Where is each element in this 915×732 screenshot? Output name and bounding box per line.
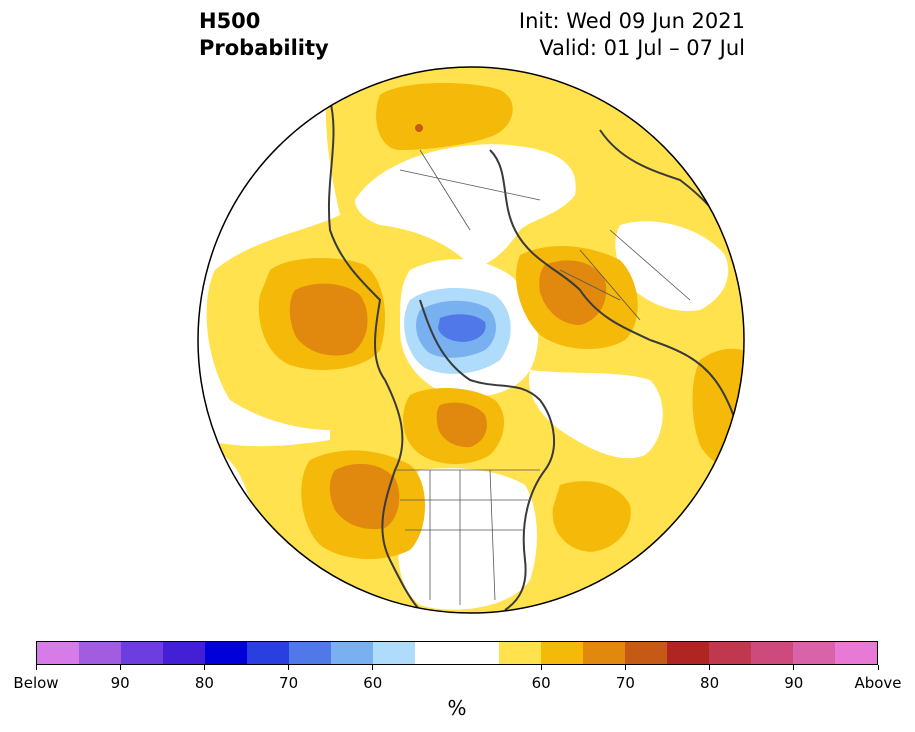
colorbar-segment [625,642,667,664]
date-info: Init: Wed 09 Jun 2021 Valid: 01 Jul – 07… [519,8,745,62]
colorbar-segment [583,642,625,664]
colorbar-segment [751,642,793,664]
colorbar-segment [37,642,79,664]
colorbar-tick-label: 70 [615,674,635,692]
colorbar-tick-label: 60 [363,674,383,692]
neutral-region-east [615,221,729,311]
colorbar-tick-label: 90 [784,674,804,692]
neutral-region-atlantic [529,370,663,459]
colorbar-segment [331,642,373,664]
colorbar-segment [373,642,415,664]
neutral-region-arctic [355,144,576,267]
above-70-80-westus [329,463,400,530]
colorbar-tick [709,665,711,670]
colorbar-segment [79,642,121,664]
colorbar-segment [667,642,709,664]
colorbar-segment [205,642,247,664]
colorbar-tick-label: 70 [279,674,299,692]
colorbar-tick [119,665,121,670]
above-70-80-pacific [289,283,368,356]
map-title: H500 Probability [199,8,329,62]
colorbar-segment [289,642,331,664]
map-boundary [197,66,745,614]
above-70-80-europe [539,260,607,325]
colorbar-segment [163,642,205,664]
colorbar-segment [247,642,289,664]
title-line-quantity: Probability [199,36,329,60]
colorbar-segment [541,642,583,664]
polar-map [197,66,745,614]
colorbar-tick [372,665,374,670]
colorbar-segment [415,642,457,664]
colorbar-tick [877,665,879,670]
above-70-80-canada [436,402,487,448]
colorbar-tick-label: 80 [700,674,720,692]
colorbar-tick-label: 60 [531,674,551,692]
colorbar-tick [203,665,205,670]
colorbar [36,641,878,665]
borders [395,149,691,605]
colorbar-segment [709,642,751,664]
colorbar-segment [457,642,499,664]
neutral-region-america [398,468,537,610]
colorbar-tick [540,665,542,670]
init-date: Init: Wed 09 Jun 2021 [518,9,745,33]
coastlines [327,99,744,611]
colorbar-unit-label: % [447,696,467,720]
probability-field [198,67,744,613]
colorbar-tick-label: Above [854,674,902,692]
colorbar-segment [793,642,835,664]
above-80-spot [415,124,423,132]
above-60-70-siberia [376,83,513,150]
colorbar-tick-label: 90 [110,674,130,692]
title-line-variable: H500 [199,9,261,33]
colorbar-tick-label: 80 [194,674,214,692]
valid-range: Valid: 01 Jul – 07 Jul [539,36,745,60]
colorbar-tick-label: Below [13,674,59,692]
colorbar-tick [35,665,37,670]
colorbar-tick [793,665,795,670]
colorbar-tick [288,665,290,670]
above-60-70-atlantic [552,481,631,552]
colorbar-segment [121,642,163,664]
colorbar-segment [835,642,877,664]
colorbar-segment [499,642,541,664]
colorbar-tick [624,665,626,670]
below-70-80-arctic [438,314,486,342]
